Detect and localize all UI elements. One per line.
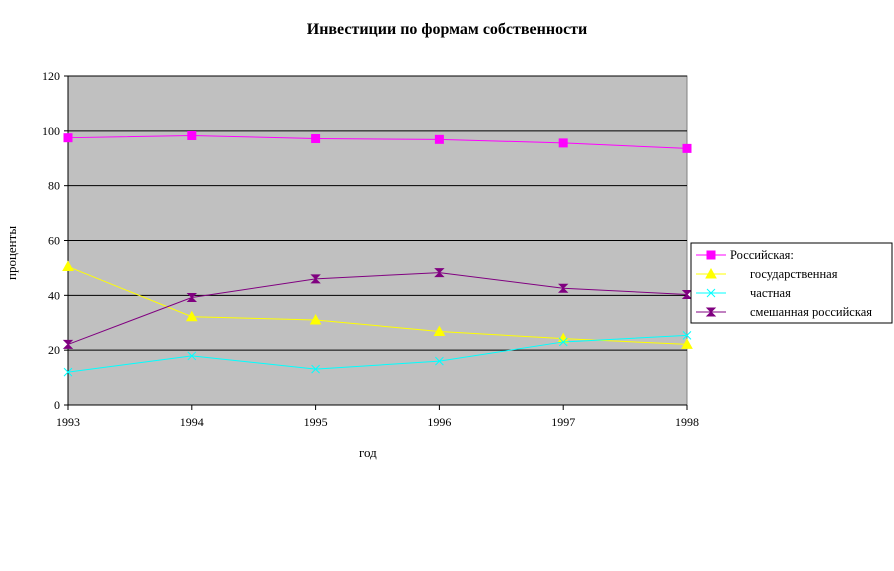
y-tick-label: 60 — [48, 234, 60, 248]
legend-swatch-marker — [705, 267, 717, 279]
data-point — [682, 143, 692, 153]
x-tick-label: 1998 — [675, 415, 699, 429]
series-line-2 — [67, 266, 688, 345]
series-line-4 — [67, 272, 688, 345]
series-line-3 — [67, 334, 688, 373]
data-point — [435, 356, 444, 366]
legend-swatch-marker — [705, 307, 717, 317]
legend-entry-label: частная — [750, 286, 791, 300]
data-point — [433, 325, 446, 337]
y-tick-label: 40 — [48, 288, 60, 302]
y-tick-label: 20 — [48, 343, 60, 357]
data-point — [311, 134, 321, 144]
legend — [690, 242, 893, 324]
data-point — [682, 331, 692, 340]
y-tick-label: 0 — [54, 398, 60, 412]
data-point — [558, 337, 568, 347]
data-point — [310, 274, 321, 284]
data-point — [63, 133, 73, 143]
legend-entry-label: Российская: — [730, 248, 794, 262]
data-point — [186, 293, 198, 303]
series-line-1 — [67, 134, 688, 149]
chart-title: Инвестиции по формам собственности — [306, 21, 588, 38]
legend-swatch-marker — [706, 288, 716, 298]
y-tick-label: 100 — [42, 124, 60, 138]
legend-entry-label: государственная — [750, 267, 838, 281]
x-tick-label: 1997 — [551, 415, 575, 429]
data-point — [185, 310, 198, 322]
legend-swatch-marker — [706, 250, 716, 260]
data-point — [558, 138, 568, 148]
data-point — [434, 134, 444, 144]
data-point — [434, 268, 445, 278]
x-tick-label: 1995 — [304, 415, 328, 429]
data-point — [311, 364, 320, 374]
x-tick-label: 1996 — [427, 415, 451, 429]
data-point — [62, 339, 74, 349]
data-point — [557, 332, 570, 344]
y-tick-label: 120 — [42, 69, 60, 83]
data-point — [187, 130, 197, 140]
data-point — [187, 351, 197, 361]
y-tick-label: 80 — [48, 179, 60, 193]
x-axis-label: год — [359, 445, 377, 460]
data-point — [309, 313, 322, 325]
data-point — [63, 367, 73, 377]
x-tick-label: 1994 — [180, 415, 204, 429]
data-point — [681, 338, 693, 349]
data-point — [62, 260, 74, 272]
data-point — [557, 283, 569, 293]
legend-entry-label: смешанная российская — [750, 305, 872, 319]
x-tick-label: 1993 — [56, 415, 80, 429]
